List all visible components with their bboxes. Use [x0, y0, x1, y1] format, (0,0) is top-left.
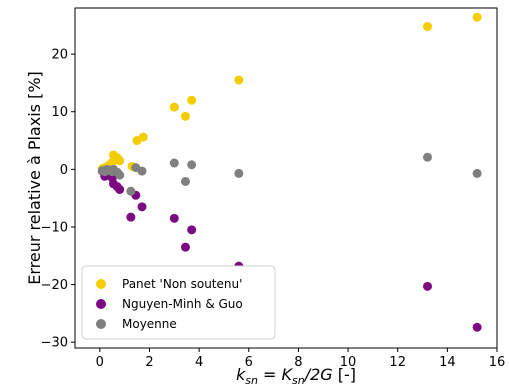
data-point-panet-non-soutenu: [115, 156, 125, 166]
data-point-nguyen-minh-guo: [126, 212, 136, 222]
data-point-nguyen-minh-guo: [137, 202, 147, 212]
x-axis-title-k-sub: sn: [245, 374, 258, 387]
data-point-nguyen-minh-guo: [472, 322, 482, 332]
data-point-nguyen-minh-guo: [187, 225, 197, 235]
x-axis-title-K: K: [282, 365, 294, 384]
data-point-panet-non-soutenu: [169, 102, 179, 112]
x-axis-title-rest: /2G: [303, 365, 333, 384]
x-axis-title: ksn = Ksn/2G [-]: [236, 365, 356, 387]
x-tick-label: 8: [294, 355, 302, 370]
y-tick-label: 10: [51, 105, 68, 120]
x-tick-label: 0: [96, 355, 104, 370]
x-tick-label: 10: [340, 355, 357, 370]
data-point-panet-non-soutenu: [234, 75, 244, 85]
data-point-panet-non-soutenu: [472, 12, 482, 22]
y-tick-label: −10: [41, 220, 68, 235]
x-axis-title-K-sub: sn: [292, 374, 305, 387]
x-tick-label: 12: [389, 355, 406, 370]
data-point-panet-non-soutenu: [138, 132, 148, 142]
legend-label-panet: Panet 'Non soutenu': [122, 277, 242, 291]
legend-marker-moyenne: [96, 319, 106, 329]
x-tick-label: 14: [439, 355, 456, 370]
x-tick-label: 16: [489, 355, 506, 370]
data-point-moyenne: [422, 152, 432, 162]
y-tick-label: −30: [41, 336, 68, 351]
data-point-moyenne: [126, 186, 136, 196]
data-point-nguyen-minh-guo: [169, 213, 179, 223]
legend: Panet 'Non soutenu' Nguyen-Minh & Guo Mo…: [81, 265, 276, 340]
axis-ticks: 0 2 4 6 8 10 12 14 16 −30 −20 −10 0 10 20: [41, 48, 506, 370]
data-points: [97, 12, 482, 332]
x-axis-title-unit: [-]: [333, 365, 356, 384]
y-tick-label: −20: [41, 278, 68, 293]
data-point-moyenne: [115, 170, 125, 180]
data-point-moyenne: [137, 166, 147, 176]
x-axis-title-eq: =: [258, 365, 282, 384]
data-point-moyenne: [234, 168, 244, 178]
x-tick-label: 4: [195, 355, 203, 370]
legend-label-nguyen-minh-guo: Nguyen-Minh & Guo: [122, 297, 243, 311]
y-tick-label: 20: [51, 48, 68, 63]
data-point-panet-non-soutenu: [180, 111, 190, 121]
data-point-nguyen-minh-guo: [422, 281, 432, 291]
data-point-panet-non-soutenu: [422, 21, 432, 31]
x-tick-label: 2: [145, 355, 153, 370]
data-point-moyenne: [180, 176, 190, 186]
data-point-moyenne: [169, 158, 179, 168]
legend-marker-nguyen-minh-guo: [96, 299, 106, 309]
y-axis-title: Erreur relative à Plaxis [%]: [25, 71, 44, 285]
legend-box: [81, 265, 276, 340]
data-point-nguyen-minh-guo: [115, 185, 125, 195]
legend-marker-panet: [96, 279, 106, 289]
legend-label-moyenne: Moyenne: [122, 317, 177, 331]
x-tick-label: 6: [245, 355, 253, 370]
data-point-nguyen-minh-guo: [180, 242, 190, 252]
y-tick-label: 0: [60, 163, 68, 178]
data-point-panet-non-soutenu: [187, 95, 197, 105]
data-point-moyenne: [472, 168, 482, 178]
data-point-moyenne: [187, 160, 197, 170]
x-axis-title-k: k: [236, 365, 246, 384]
